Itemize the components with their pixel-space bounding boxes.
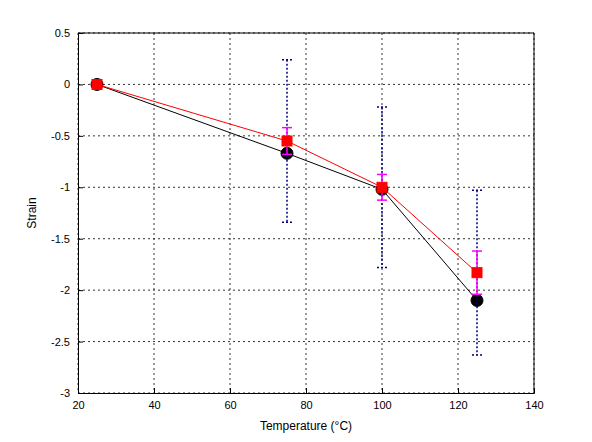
tick: 120 [449, 388, 467, 411]
tick-label: 20 [72, 399, 84, 411]
marker [472, 268, 482, 278]
tick-mark [78, 187, 83, 188]
error-bar-segment [472, 250, 482, 252]
tick-label: -0.5 [51, 130, 70, 142]
tick-mark [78, 136, 83, 137]
frame-line [78, 33, 534, 34]
tick-mark [78, 290, 83, 291]
tick: 40 [148, 388, 160, 411]
chart: 20 40 60 80 100 120 140 -3 -2.5 -2 -1.5 -1 -0.5 0 0.5 T… [0, 0, 592, 442]
grid-line [78, 187, 534, 188]
tick-label: 100 [373, 399, 391, 411]
y-axis-title: Strain [25, 197, 39, 228]
data-marks [91, 60, 483, 355]
tick: 100 [373, 388, 391, 411]
error-bar-segment [282, 154, 292, 156]
error-bar [282, 60, 292, 223]
error-bar-segment [377, 174, 387, 176]
tick-label: -1.5 [51, 233, 70, 245]
error-bar [472, 251, 482, 294]
grid-line [78, 135, 534, 136]
grid-line [534, 33, 535, 393]
grid [78, 33, 534, 393]
tick-label: -2.5 [51, 336, 70, 348]
marker [282, 136, 292, 146]
tick-mark [78, 342, 83, 343]
tick-label: -2 [60, 284, 70, 296]
tick: -2.5 [51, 336, 83, 348]
tick: -2 [60, 284, 83, 296]
grid-line [154, 33, 155, 393]
error-bar-segment [472, 190, 482, 192]
error-bar-segment [377, 106, 387, 108]
tick-label: 40 [148, 399, 160, 411]
tick-label: 80 [300, 399, 312, 411]
tick-mark [154, 388, 155, 393]
tick-mark [78, 393, 83, 394]
error-bar [377, 174, 387, 200]
tick-label: 60 [224, 399, 236, 411]
error-bar-segment [282, 59, 292, 61]
tick-label: 120 [449, 399, 467, 411]
marker [377, 182, 387, 192]
frame-line [534, 33, 535, 393]
tick-mark [78, 84, 83, 85]
tick-mark [306, 388, 307, 393]
tick-label: -1 [60, 181, 70, 193]
grid-line [78, 33, 534, 34]
error-bar-segment [472, 294, 482, 296]
axis-line [79, 34, 84, 394]
marker [91, 78, 103, 90]
tick: 80 [300, 388, 312, 411]
error-bar-segment [377, 267, 387, 269]
tick-label: -3 [60, 387, 70, 399]
plot-background [78, 33, 534, 393]
error-bar [377, 107, 387, 267]
tick: -3 [60, 387, 83, 399]
grid-line [78, 84, 534, 85]
marker [92, 79, 102, 89]
tick-label: 0 [64, 78, 70, 90]
plot-area: 20 40 60 80 100 120 140 -3 -2.5 -2 -1.5 -1 -0.5 0 0.5 [51, 27, 544, 411]
error-bar-segment [282, 127, 292, 129]
tick-label: 0.5 [55, 27, 70, 39]
error-bar-segment [377, 199, 387, 201]
grid-line [78, 238, 534, 239]
tick-mark [382, 388, 383, 393]
grid-line [382, 33, 383, 393]
error-bar-segment [282, 222, 292, 224]
tick-mark [78, 239, 83, 240]
y-axis: -3 -2.5 -2 -1.5 -1 -0.5 0 0.5 [51, 27, 83, 399]
tick: 0 [64, 78, 83, 90]
tick: -1 [60, 181, 83, 193]
tick-mark [458, 388, 459, 393]
tick: -1.5 [51, 233, 83, 245]
axis-line [79, 388, 535, 394]
error-bar-segment [472, 354, 482, 356]
tick-label: 140 [525, 399, 543, 411]
grid-line [458, 33, 459, 393]
tick: 60 [224, 388, 236, 411]
grid-line [230, 33, 231, 393]
grid-line [306, 33, 307, 393]
x-axis-title: Temperature (°C) [260, 419, 352, 433]
grid-line [78, 341, 534, 342]
tick-mark [230, 388, 231, 393]
x-axis: 20 40 60 80 100 120 140 [72, 388, 543, 411]
grid-line [78, 290, 534, 291]
error-bar [282, 128, 292, 155]
tick: -0.5 [51, 130, 83, 142]
error-bar [472, 190, 482, 355]
